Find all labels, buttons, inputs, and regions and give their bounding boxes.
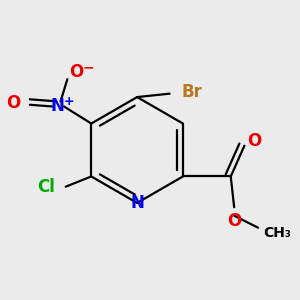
Text: −: − xyxy=(83,60,94,74)
Text: O: O xyxy=(227,212,241,230)
Text: O: O xyxy=(6,94,20,112)
Text: N: N xyxy=(130,194,144,212)
Text: O: O xyxy=(69,63,83,81)
Text: O: O xyxy=(247,132,261,150)
Text: CH₃: CH₃ xyxy=(263,226,291,240)
Text: +: + xyxy=(64,95,74,108)
Text: Br: Br xyxy=(182,83,203,101)
Text: N: N xyxy=(50,98,64,116)
Text: Cl: Cl xyxy=(38,178,56,196)
